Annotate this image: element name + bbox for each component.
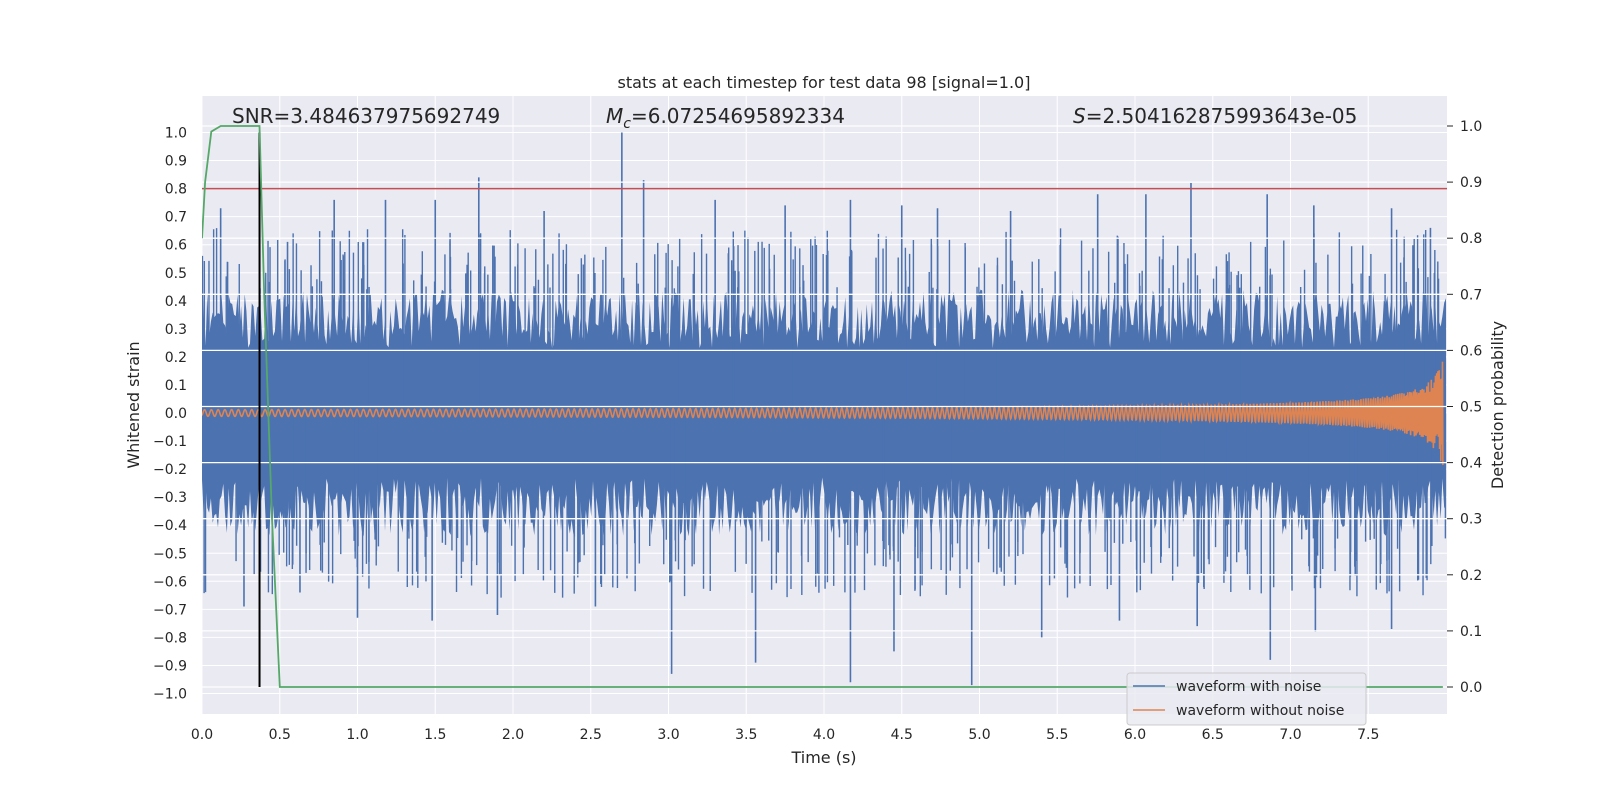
y-tick-label: −0.9	[153, 658, 187, 674]
y-tick-label: −0.3	[153, 490, 187, 506]
y-tick-label: −0.8	[153, 630, 187, 646]
chart-title: stats at each timestep for test data 98 …	[618, 73, 1031, 92]
legend-box	[1126, 672, 1367, 726]
right-tick-label: 1.0	[1460, 119, 1482, 135]
x-tick-label: 0.0	[191, 727, 213, 743]
y-axis-ticks: 1.0 0.9 0.8 0.7 0.6 0.5 0.4 0.3 0.2 0.1 0.0 −0.1 −0.…	[153, 126, 187, 703]
y-tick-label: 0.6	[165, 238, 187, 254]
right-tick-label: 0.7	[1460, 287, 1482, 303]
x-tick-label: 5.5	[1046, 727, 1068, 743]
x-tick-label: 4.0	[813, 727, 835, 743]
right-tick-label: 0.1	[1460, 624, 1482, 640]
right-tick-label: 0.3	[1460, 512, 1482, 528]
y-tick-label: −0.1	[153, 434, 187, 450]
x-tick-label: 4.5	[891, 727, 913, 743]
s-annotation: S=2.504162875993643e-05	[1073, 104, 1357, 128]
legend-label-clean: waveform without noise	[1176, 703, 1344, 719]
x-tick-label: 2.0	[502, 727, 524, 743]
waveform-without-noise-line	[202, 361, 1444, 466]
legend-label-noise: waveform with noise	[1176, 679, 1321, 695]
waveform-with-noise-band	[202, 289, 1446, 537]
detection-probability-line	[202, 125, 1443, 688]
right-axis-ticks: 1.0 0.9 0.8 0.7 0.6 0.5 0.4 0.3 0.2 0.1 0.0	[1447, 119, 1482, 696]
y-tick-label: 1.0	[165, 126, 187, 142]
y-tick-label: 0.1	[165, 378, 187, 394]
legend: waveform with noise waveform without noi…	[1126, 672, 1367, 726]
x-axis-label: Time (s)	[790, 748, 856, 767]
right-tick-label: 0.9	[1460, 175, 1482, 191]
x-tick-label: 6.5	[1202, 727, 1224, 743]
x-tick-label: 7.5	[1357, 727, 1379, 743]
right-tick-label: 0.2	[1460, 568, 1482, 584]
snr-annotation: SNR=3.484637975692749	[232, 104, 500, 128]
x-tick-label: 1.0	[346, 727, 368, 743]
y-tick-label: 0.3	[165, 322, 187, 338]
y-tick-label: −0.6	[153, 574, 187, 590]
right-tick-label: 0.4	[1460, 456, 1482, 472]
right-tick-label: 0.6	[1460, 343, 1482, 359]
s-value: =2.504162875993643e-05	[1086, 104, 1358, 128]
right-tick-label: 0.5	[1460, 400, 1482, 416]
y-axis-label: Whitened strain	[124, 341, 143, 468]
x-tick-label: 3.0	[657, 727, 679, 743]
x-axis-ticks: 0.0 0.5 1.0 1.5 2.0 2.5 3.0 3.5 4.0 4.5 5.0 5.5 6.0 6…	[191, 727, 1380, 743]
y-tick-label: 0.5	[165, 266, 187, 282]
right-tick-label: 0.0	[1460, 680, 1482, 696]
y-tick-label: −0.7	[153, 602, 187, 618]
right-axis-label: Detection probability	[1488, 321, 1507, 489]
chirp-mass-annotation: Mc=6.07254695892334	[606, 104, 845, 132]
s-symbol: S	[1073, 104, 1086, 128]
y-tick-label: 0.9	[165, 154, 187, 170]
y-tick-label: 0.7	[165, 210, 187, 226]
y-tick-label: 0.8	[165, 182, 187, 198]
chirp-mass-subscript: c	[623, 116, 631, 132]
x-tick-label: 2.5	[580, 727, 602, 743]
y-tick-label: −0.2	[153, 462, 187, 478]
x-tick-label: 7.0	[1279, 727, 1301, 743]
x-tick-label: 1.5	[424, 727, 446, 743]
y-tick-label: −1.0	[153, 687, 187, 703]
x-tick-label: 0.5	[269, 727, 291, 743]
plot-area	[202, 125, 1447, 688]
x-tick-label: 6.0	[1124, 727, 1146, 743]
y-tick-label: 0.4	[165, 294, 187, 310]
chirp-mass-symbol: M	[606, 104, 623, 128]
chirp-mass-value: =6.07254695892334	[631, 104, 845, 128]
y-tick-label: −0.5	[153, 546, 187, 562]
right-tick-label: 0.8	[1460, 231, 1482, 247]
x-tick-label: 5.0	[968, 727, 990, 743]
x-tick-label: 3.5	[735, 727, 757, 743]
y-tick-label: −0.4	[153, 518, 187, 534]
y-tick-label: 0.0	[165, 406, 187, 422]
y-tick-label: 0.2	[165, 350, 187, 366]
